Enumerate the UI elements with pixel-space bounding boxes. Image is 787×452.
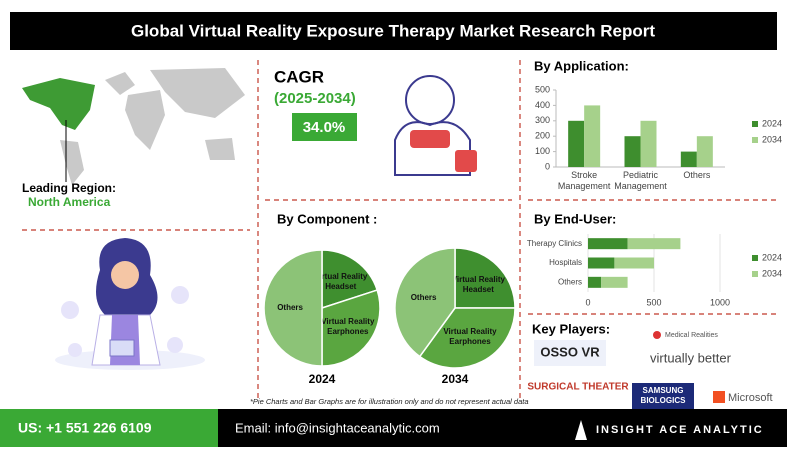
legend-label: 2024 [762, 252, 782, 262]
legend-swatch [752, 121, 758, 127]
brand: INSIGHT ACE ANALYTIC [596, 424, 764, 436]
y-tick-label: 0 [545, 161, 550, 171]
label-box: Others [277, 303, 303, 312]
cagr-label: CAGR [274, 67, 324, 86]
label-box: Virtual Reality Earphones [321, 316, 375, 336]
illustration [55, 238, 205, 370]
bar [640, 120, 657, 167]
world-map [22, 68, 245, 185]
pie-slice [454, 247, 516, 309]
pie-title: 2034 [442, 372, 469, 386]
y-tick-label: 500 [535, 84, 550, 94]
cagr-value: 34.0% [303, 119, 346, 136]
x-tick-label: Pediatric Management [614, 170, 667, 191]
leading-region: North America [28, 195, 111, 209]
slice-label: Virtual Reality Headset [314, 272, 368, 292]
pie-slice [263, 249, 323, 367]
phone: US: +1 551 226 6109 [18, 420, 152, 436]
label-box: Virtual Reality Headset [451, 274, 505, 294]
slice-label: Others [410, 292, 437, 302]
bar [624, 136, 641, 167]
slice-label: Virtual Reality Headset [451, 274, 505, 294]
label-box: Virtual Reality Headset [314, 272, 368, 292]
slice-label: Others [277, 303, 303, 312]
player: SAMSUNG BIOLOGICS [640, 386, 686, 405]
footer-bar [218, 409, 787, 447]
legend-label: 2024 [762, 118, 782, 128]
pie-title: 2024 [309, 372, 336, 386]
label-box: Others [683, 170, 711, 180]
y-tick-label: Others [558, 277, 582, 286]
pie-slice [321, 289, 381, 367]
bar [601, 276, 628, 288]
x-tick-label: 0 [585, 297, 590, 307]
pie-slice [394, 247, 456, 358]
chart-title: By End-User: [534, 211, 616, 226]
logo-icon [653, 331, 661, 339]
y-tick-label: 200 [535, 131, 550, 141]
x-tick-label: Others [683, 170, 711, 180]
y-tick-label: Therapy Clinics [527, 239, 582, 248]
label-box: Others [410, 292, 437, 302]
y-tick-label: Hospitals [549, 258, 582, 267]
footer-phone-box [0, 409, 218, 447]
bar [614, 257, 654, 269]
x-tick-label: Stroke Management [557, 170, 611, 191]
vr-icon [394, 75, 477, 176]
player: OSSO VR [540, 344, 600, 359]
player: SURGICAL THEATER [527, 382, 629, 393]
bar [588, 238, 628, 250]
y-tick-label: 400 [535, 100, 550, 110]
bar [584, 105, 601, 167]
email: Email: info@insightaceanalytic.com [235, 420, 440, 435]
player: virtually better [650, 350, 732, 365]
x-tick-label: 500 [646, 297, 661, 307]
y-tick-label: 100 [535, 146, 550, 156]
title-bar [10, 12, 777, 50]
note: *Pie Charts and Bar Graphs are for illus… [250, 397, 529, 406]
cagr-box [292, 113, 357, 141]
bar [588, 257, 615, 269]
legend-label: 2034 [762, 268, 782, 278]
title: Global Virtual Reality Exposure Therapy … [131, 21, 655, 40]
bar [696, 136, 713, 167]
legend-swatch [752, 255, 758, 261]
label-box: Virtual Reality Earphones [443, 327, 497, 347]
logo-box [632, 383, 694, 410]
pie-slice [418, 307, 516, 369]
legend-swatch [752, 271, 758, 277]
cagr-period: (2025-2034) [274, 90, 356, 107]
player: Microsoft [728, 392, 773, 404]
logo-icon [713, 391, 725, 403]
label-box: Stroke Management [557, 170, 611, 191]
brand-icon [575, 420, 587, 440]
bar [627, 238, 681, 250]
slice-label: Virtual Reality Earphones [443, 327, 497, 347]
y-tick-label: 300 [535, 115, 550, 125]
bar [588, 276, 602, 288]
bar [680, 151, 697, 167]
legend-swatch [752, 137, 758, 143]
label-box: Pediatric Management [614, 170, 667, 191]
logo-box [534, 340, 606, 366]
bar [568, 120, 585, 167]
leading-region-label: Leading Region: [22, 181, 116, 195]
slice-label: Virtual Reality Earphones [321, 316, 375, 336]
chart-title: By Application: [534, 58, 629, 73]
pie-slice [321, 249, 379, 310]
component-title: By Component : [277, 211, 377, 226]
key-players-title: Key Players: [532, 321, 610, 336]
x-tick-label: 1000 [710, 297, 730, 307]
player: Medical Realities [665, 332, 718, 339]
legend-label: 2034 [762, 134, 782, 144]
